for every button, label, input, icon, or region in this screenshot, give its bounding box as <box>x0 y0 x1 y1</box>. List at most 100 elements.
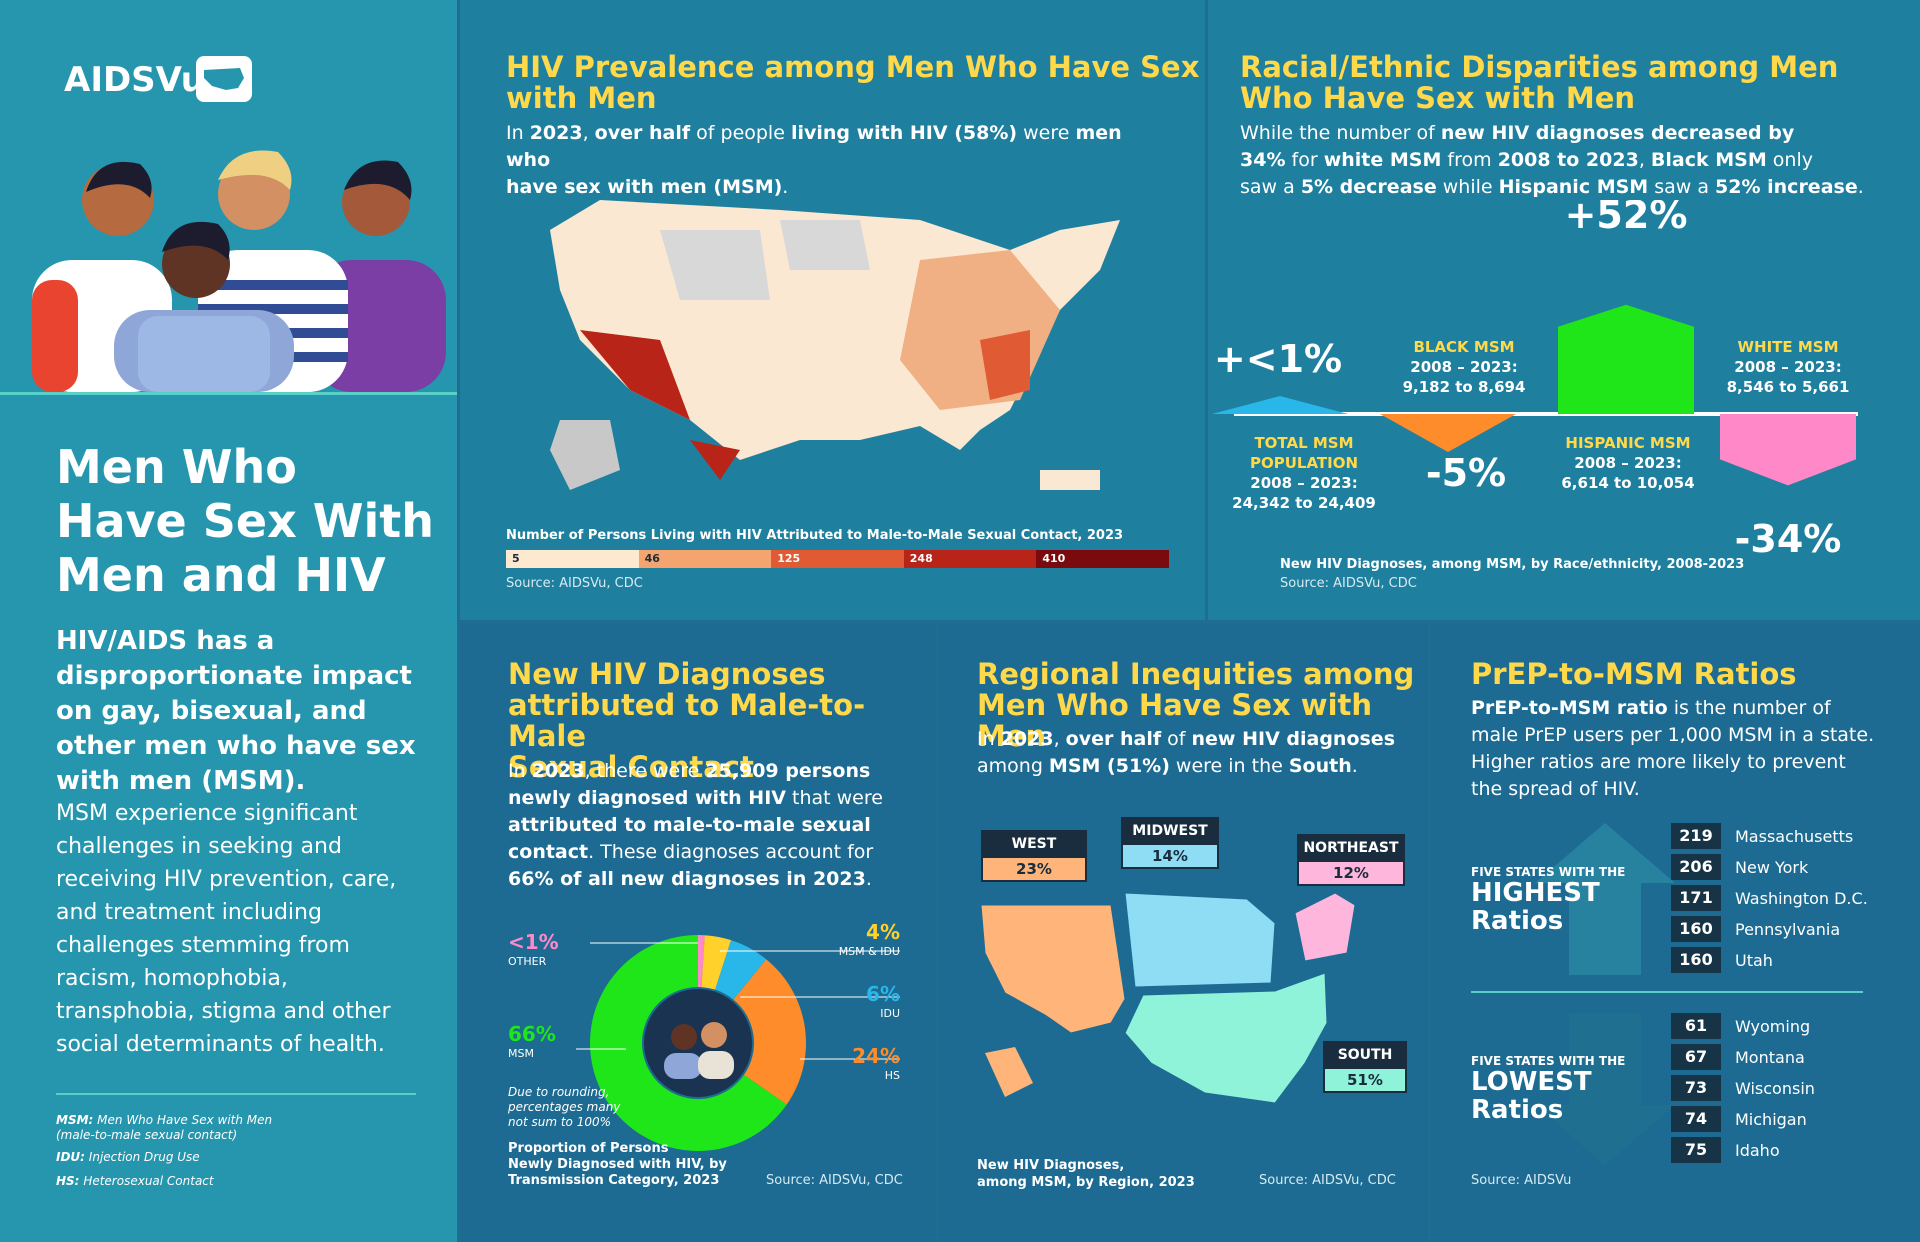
region-tag-west: WEST 23% <box>981 830 1087 882</box>
label-big: Ratios <box>1471 1095 1564 1125</box>
page-title: Men Who Have Sex With Men and HIV <box>56 440 434 602</box>
note-line: not sum to 100% <box>508 1115 611 1129</box>
ratio-value: 73 <box>1671 1075 1721 1101</box>
ratio-row: 73 Wisconsin <box>1671 1075 1815 1101</box>
label-big: HIGHEST <box>1471 878 1600 908</box>
prevalence-panel: HIV Prevalence among Men Who Have Sex wi… <box>460 0 1205 620</box>
count-label: 24,342 to 24,409 <box>1232 494 1376 512</box>
text-span: PrEP-to-MSM ratio <box>1471 697 1668 719</box>
glossary-term: MSM: <box>56 1113 94 1127</box>
divider <box>1471 991 1863 993</box>
region-tag-midwest: MIDWEST 14% <box>1121 817 1219 869</box>
state-name: Wyoming <box>1735 1016 1811 1036</box>
state-name: Wisconsin <box>1735 1078 1815 1098</box>
text-span: have sex with men (MSM) <box>506 176 783 198</box>
person-icon <box>671 1024 697 1050</box>
range-label: 2008 – 2023: <box>1574 454 1681 472</box>
region-value: 12% <box>1297 862 1405 886</box>
region-map <box>980 892 1356 1104</box>
section-title: PrEP-to-MSM Ratios <box>1471 657 1797 691</box>
region-name: NORTHEAST <box>1297 834 1405 862</box>
prep-text: PrEP-to-MSM ratio is the number of male … <box>1471 695 1911 803</box>
text-span: newly diagnosed with HIV <box>508 787 786 809</box>
glossary-def: Heterosexual Contact <box>83 1174 214 1188</box>
ratio-value: 206 <box>1671 854 1721 880</box>
ratio-value: 160 <box>1671 947 1721 973</box>
text-span: men who <box>506 122 1122 171</box>
state-name: Idaho <box>1735 1140 1780 1160</box>
transmission-donut-chart: 66%MSM 24%HS 6%IDU 4%MSM & IDU <1%OTHER <box>508 920 900 1151</box>
ratio-value: 67 <box>1671 1044 1721 1070</box>
region-name: WEST <box>981 830 1087 858</box>
text-span: 66% of all new diagnoses in 2023 <box>508 868 866 890</box>
divider <box>0 392 457 395</box>
intro-body: MSM experience significant challenges in… <box>56 801 397 1057</box>
disparities-panel: Racial/Ethnic Disparities among Men Who … <box>1208 0 1920 620</box>
glossary-item: HS: Heterosexual Contact <box>56 1174 214 1189</box>
caption-line: Transmission Category, 2023 <box>508 1173 720 1188</box>
state-name: Pennsylvania <box>1735 919 1841 939</box>
text-span: Hispanic MSM <box>1498 176 1649 198</box>
text-span: saw a <box>1648 176 1716 198</box>
prevalence-text: In 2023, over half of people living with… <box>506 120 1146 201</box>
state-name: Utah <box>1735 950 1773 970</box>
label-small: FIVE STATES WITH THE <box>1471 865 1626 879</box>
glossary-def: Men Who Have Sex with Men <box>97 1113 273 1127</box>
section-title-line: Sexual Contact <box>508 750 754 784</box>
slice-value-label: 4% <box>866 920 900 944</box>
text-span: , <box>1053 728 1066 750</box>
regional-panel: Regional Inequities among Men Who Have S… <box>939 623 1428 1242</box>
ratio-row: 67 Montana <box>1671 1044 1805 1070</box>
person-icon <box>664 1053 702 1079</box>
category-label: BLACK MSM <box>1413 338 1514 356</box>
value-label: +52% <box>1565 200 1688 237</box>
slice-value-label: 66% <box>508 1022 556 1046</box>
text-span: 2023 <box>1000 728 1054 750</box>
section-title-line: attributed to Male-to-Male <box>508 688 866 753</box>
legend-swatch: 5 <box>506 550 639 568</box>
donut-slice <box>715 940 767 1000</box>
text-span: 25,909 persons <box>705 760 871 782</box>
text-span: is the number of <box>1667 697 1831 719</box>
region-value: 14% <box>1121 845 1219 869</box>
text-span: new HIV diagnoses decreased by <box>1440 122 1795 144</box>
text-span: new HIV diagnoses <box>1191 728 1396 750</box>
slice-category-label: IDU <box>880 1007 900 1020</box>
page-title-line: Have Sex With <box>56 494 434 548</box>
text-span: Black MSM <box>1650 149 1767 171</box>
legend-swatch: 410 <box>1036 550 1169 568</box>
impact-statement: HIV/AIDS has a disproportionate impact o… <box>56 626 416 796</box>
disparities-text: While the number of new HIV diagnoses de… <box>1240 120 1910 201</box>
text-span: In <box>977 728 1001 750</box>
ratio-row: 61 Wyoming <box>1671 1013 1810 1039</box>
slice-category-label: HS <box>885 1069 900 1082</box>
state-name: Montana <box>1735 1047 1805 1067</box>
text-span: white MSM <box>1323 149 1442 171</box>
caption-line: Proportion of Persons <box>508 1141 669 1156</box>
range-label: 2008 – 2023: <box>1250 474 1357 492</box>
text-span: were <box>1017 122 1076 144</box>
text-span: . <box>1857 176 1864 198</box>
text-span: over half <box>1065 728 1162 750</box>
glossary-item: MSM: Men Who Have Sex with Men (male-to-m… <box>56 1113 272 1143</box>
page-title-line: Men and HIV <box>56 548 386 602</box>
ratio-row: 219 Massachusetts <box>1671 823 1853 849</box>
text-span: were in the <box>1169 755 1289 777</box>
caption-line: Newly Diagnosed with HIV, by <box>508 1157 727 1172</box>
legend-swatch: 248 <box>903 550 1037 568</box>
disparities-chart: +<1% -5% +52% -34% TOTAL MSM POPULATION 2008 –… <box>1212 200 1858 572</box>
slice-category-label: OTHER <box>508 955 547 968</box>
prep-panel: PrEP-to-MSM Ratios PrEP-to-MSM ratio is … <box>1431 623 1920 1242</box>
text-span: 52% increase <box>1715 176 1858 198</box>
region-value: 23% <box>981 858 1087 882</box>
intro-panel: AIDSVu Men Who Have Sex With Men and HIV… <box>0 0 457 1242</box>
value-label: -34% <box>1735 517 1842 561</box>
text-span: 2023 <box>529 122 583 144</box>
text-span: MSM (51%) <box>1048 755 1170 777</box>
text-span: the spread of HIV. <box>1471 778 1640 800</box>
text-span: . <box>782 176 789 198</box>
aidsvu-logo[interactable]: AIDSVu <box>64 60 205 100</box>
ratio-value: 160 <box>1671 916 1721 942</box>
text-span: 5% decrease <box>1300 176 1437 198</box>
new-diagnoses-panel: New HIV Diagnoses attributed to Male-to-… <box>460 623 936 1242</box>
